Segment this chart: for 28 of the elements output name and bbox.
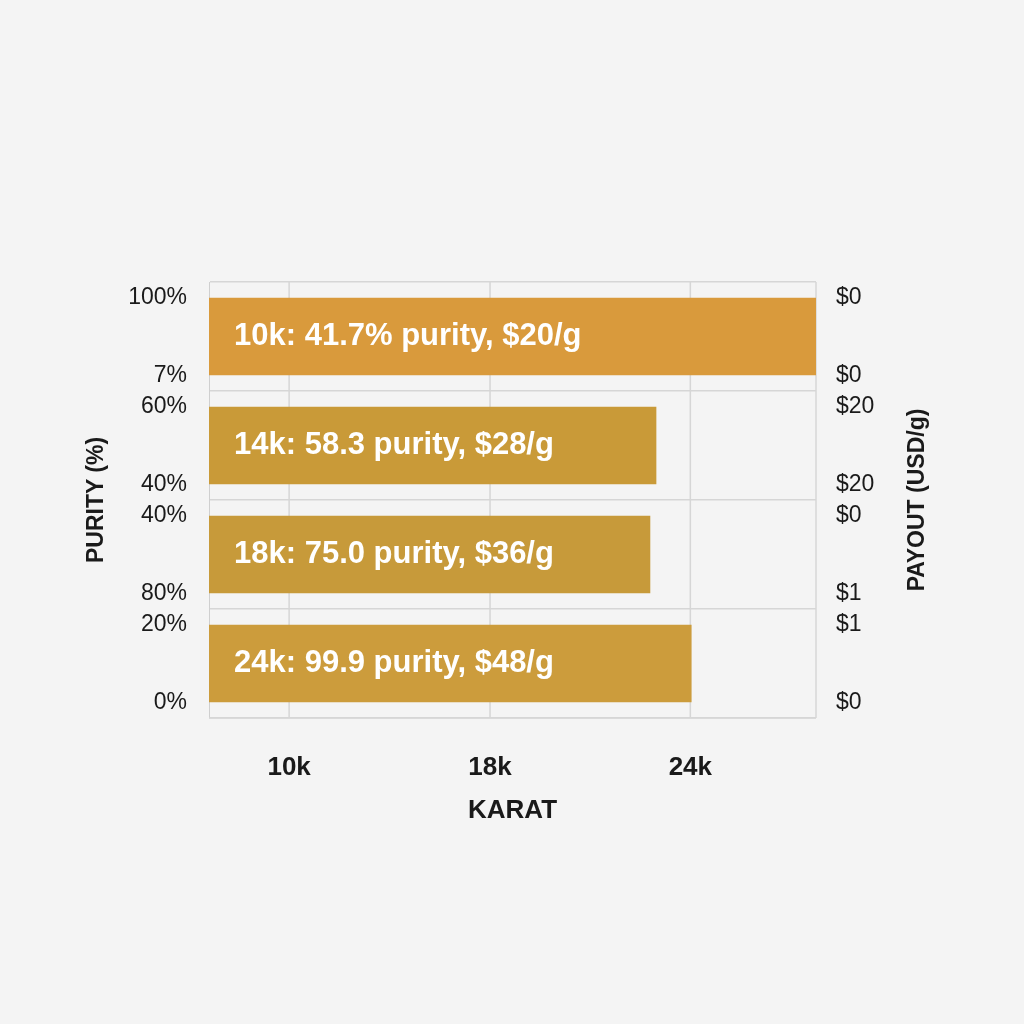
text: $20 [836,469,875,496]
text: $0 [836,283,862,310]
bar [209,624,692,703]
x-axis-title: KARAT [467,794,558,825]
annotation: 14k: 58.3 purity, $28/g [234,426,554,462]
text: $0 [836,687,862,714]
bar [209,297,816,376]
text: $0 [836,360,862,387]
text: $1 [836,610,862,637]
text: 0% [153,687,187,714]
y-axis-title: PURITY (%) [82,436,109,564]
annotation: 24k: 99.9 purity, $48/g [234,644,554,680]
text: 60% [140,392,187,419]
text: 80% [140,578,187,605]
y2-axis-title: PAYOUT (USD/g) [903,408,930,592]
text: $0 [836,501,862,528]
text: 40% [140,501,187,528]
text: 7% [153,360,187,387]
text: 100% [128,283,187,310]
text: 10k [267,751,312,782]
text: 24k [668,751,713,782]
text: $20 [836,392,875,419]
text: 40% [140,469,187,496]
text: 18k [468,751,513,782]
annotation: 10k: 41.7% purity, $20/g [234,317,582,353]
text: $1 [836,578,862,605]
annotation: 18k: 75.0 purity, $36/g [234,535,554,571]
text: 20% [140,610,187,637]
